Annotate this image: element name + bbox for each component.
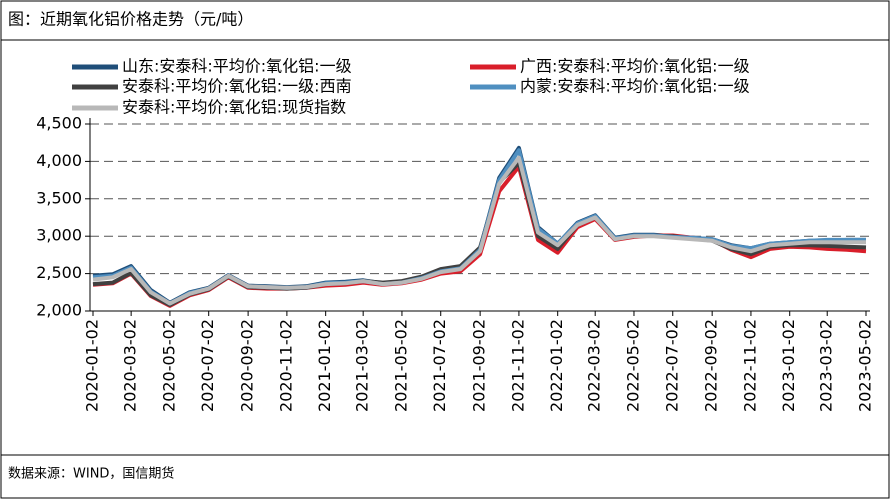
x-tick-label: 2022-05-02: [623, 319, 642, 412]
legend-label: 安泰科:平均价:氧化铝:现货指数: [122, 98, 346, 117]
y-tick-label: 2,000: [36, 301, 82, 320]
x-tick-label: 2021-09-02: [470, 319, 489, 412]
y-tick-label: 4,000: [36, 151, 82, 170]
series-line: [92, 155, 866, 306]
x-tick-label: 2021-11-02: [508, 319, 527, 412]
y-tick-label: 3,000: [36, 226, 82, 245]
legend-label: 内蒙:安泰科:平均价:氧化铝:一级: [520, 77, 750, 96]
x-tick-label: 2020-05-02: [159, 319, 178, 412]
chart-title: 图：近期氧化铝价格走势（元/吨）: [8, 10, 253, 29]
x-tick-label: 2022-11-02: [740, 319, 759, 412]
legend-label: 安泰科:平均价:氧化铝:一级:西南: [122, 77, 352, 96]
x-tick-label: 2021-05-02: [391, 319, 410, 412]
x-tick-label: 2022-01-02: [547, 319, 566, 412]
x-tick-label: 2023-05-02: [856, 319, 875, 412]
x-tick-label: 2022-07-02: [662, 319, 681, 412]
x-tick-label: 2022-09-02: [702, 319, 721, 412]
x-tick-label: 2020-11-02: [276, 319, 295, 412]
x-tick-label: 2020-07-02: [198, 319, 217, 412]
legend-label: 山东:安泰科:平均价:氧化铝:一级: [122, 57, 352, 76]
series-line: [92, 148, 866, 306]
legend-label: 广西:安泰科:平均价:氧化铝:一级: [520, 57, 750, 76]
x-tick-label: 2023-01-02: [779, 319, 798, 412]
x-tick-label: 2020-01-02: [83, 319, 102, 412]
x-tick-label: 2020-03-02: [121, 319, 140, 412]
y-tick-label: 2,500: [36, 263, 82, 282]
x-tick-label: 2023-03-02: [817, 319, 836, 412]
x-tick-label: 2020-09-02: [238, 319, 257, 412]
series-line: [92, 145, 866, 305]
y-tick-label: 4,500: [36, 114, 82, 133]
x-tick-label: 2022-03-02: [585, 319, 604, 412]
x-tick-label: 2021-07-02: [430, 319, 449, 412]
source-note: 数据来源：WIND，国信期货: [8, 466, 174, 482]
x-tick-label: 2021-01-02: [315, 319, 334, 412]
x-tick-label: 2021-03-02: [353, 319, 372, 412]
series-line: [92, 160, 867, 307]
y-tick-label: 3,500: [36, 188, 82, 207]
